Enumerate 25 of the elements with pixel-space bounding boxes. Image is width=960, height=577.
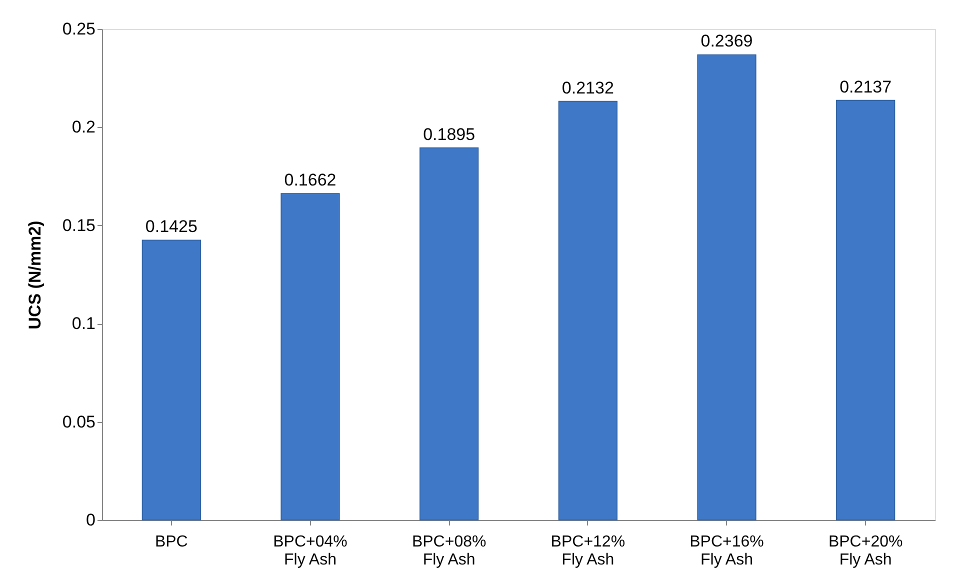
bar [697, 54, 756, 520]
data-label: 0.2137 [840, 77, 892, 96]
data-label: 0.2132 [562, 78, 614, 98]
data-label: 0.1425 [145, 217, 198, 236]
x-tick-label: BPC+04% Fly Ash [273, 534, 348, 568]
x-tick-label: BPC+20% Fly Ash [828, 534, 903, 568]
data-label: 0.1662 [284, 170, 336, 190]
y-axis-title: UCS (N/mm2) [25, 220, 44, 330]
y-tick-label: 0 [86, 510, 96, 530]
x-tick-label: BPC+08% Fly Ash [412, 534, 486, 568]
y-tick-label: 0.25 [62, 20, 96, 38]
x-tick-label: BPC [154, 534, 188, 550]
bar [142, 240, 201, 520]
bar [558, 100, 618, 520]
y-tick-label: 0.15 [62, 216, 96, 235]
x-tick-label: BPC+16% Fly Ash [690, 534, 764, 568]
data-label: 0.2369 [700, 32, 753, 51]
y-tick-label: 0.2 [72, 118, 96, 137]
y-tick-label: 0.05 [62, 412, 96, 432]
bar [420, 147, 479, 520]
x-tick-label: BPC+12% Fly Ash [550, 534, 626, 568]
bar [836, 100, 896, 520]
data-label: 0.1895 [423, 124, 476, 144]
bar [280, 193, 340, 520]
y-tick-label: 0.1 [72, 314, 96, 334]
